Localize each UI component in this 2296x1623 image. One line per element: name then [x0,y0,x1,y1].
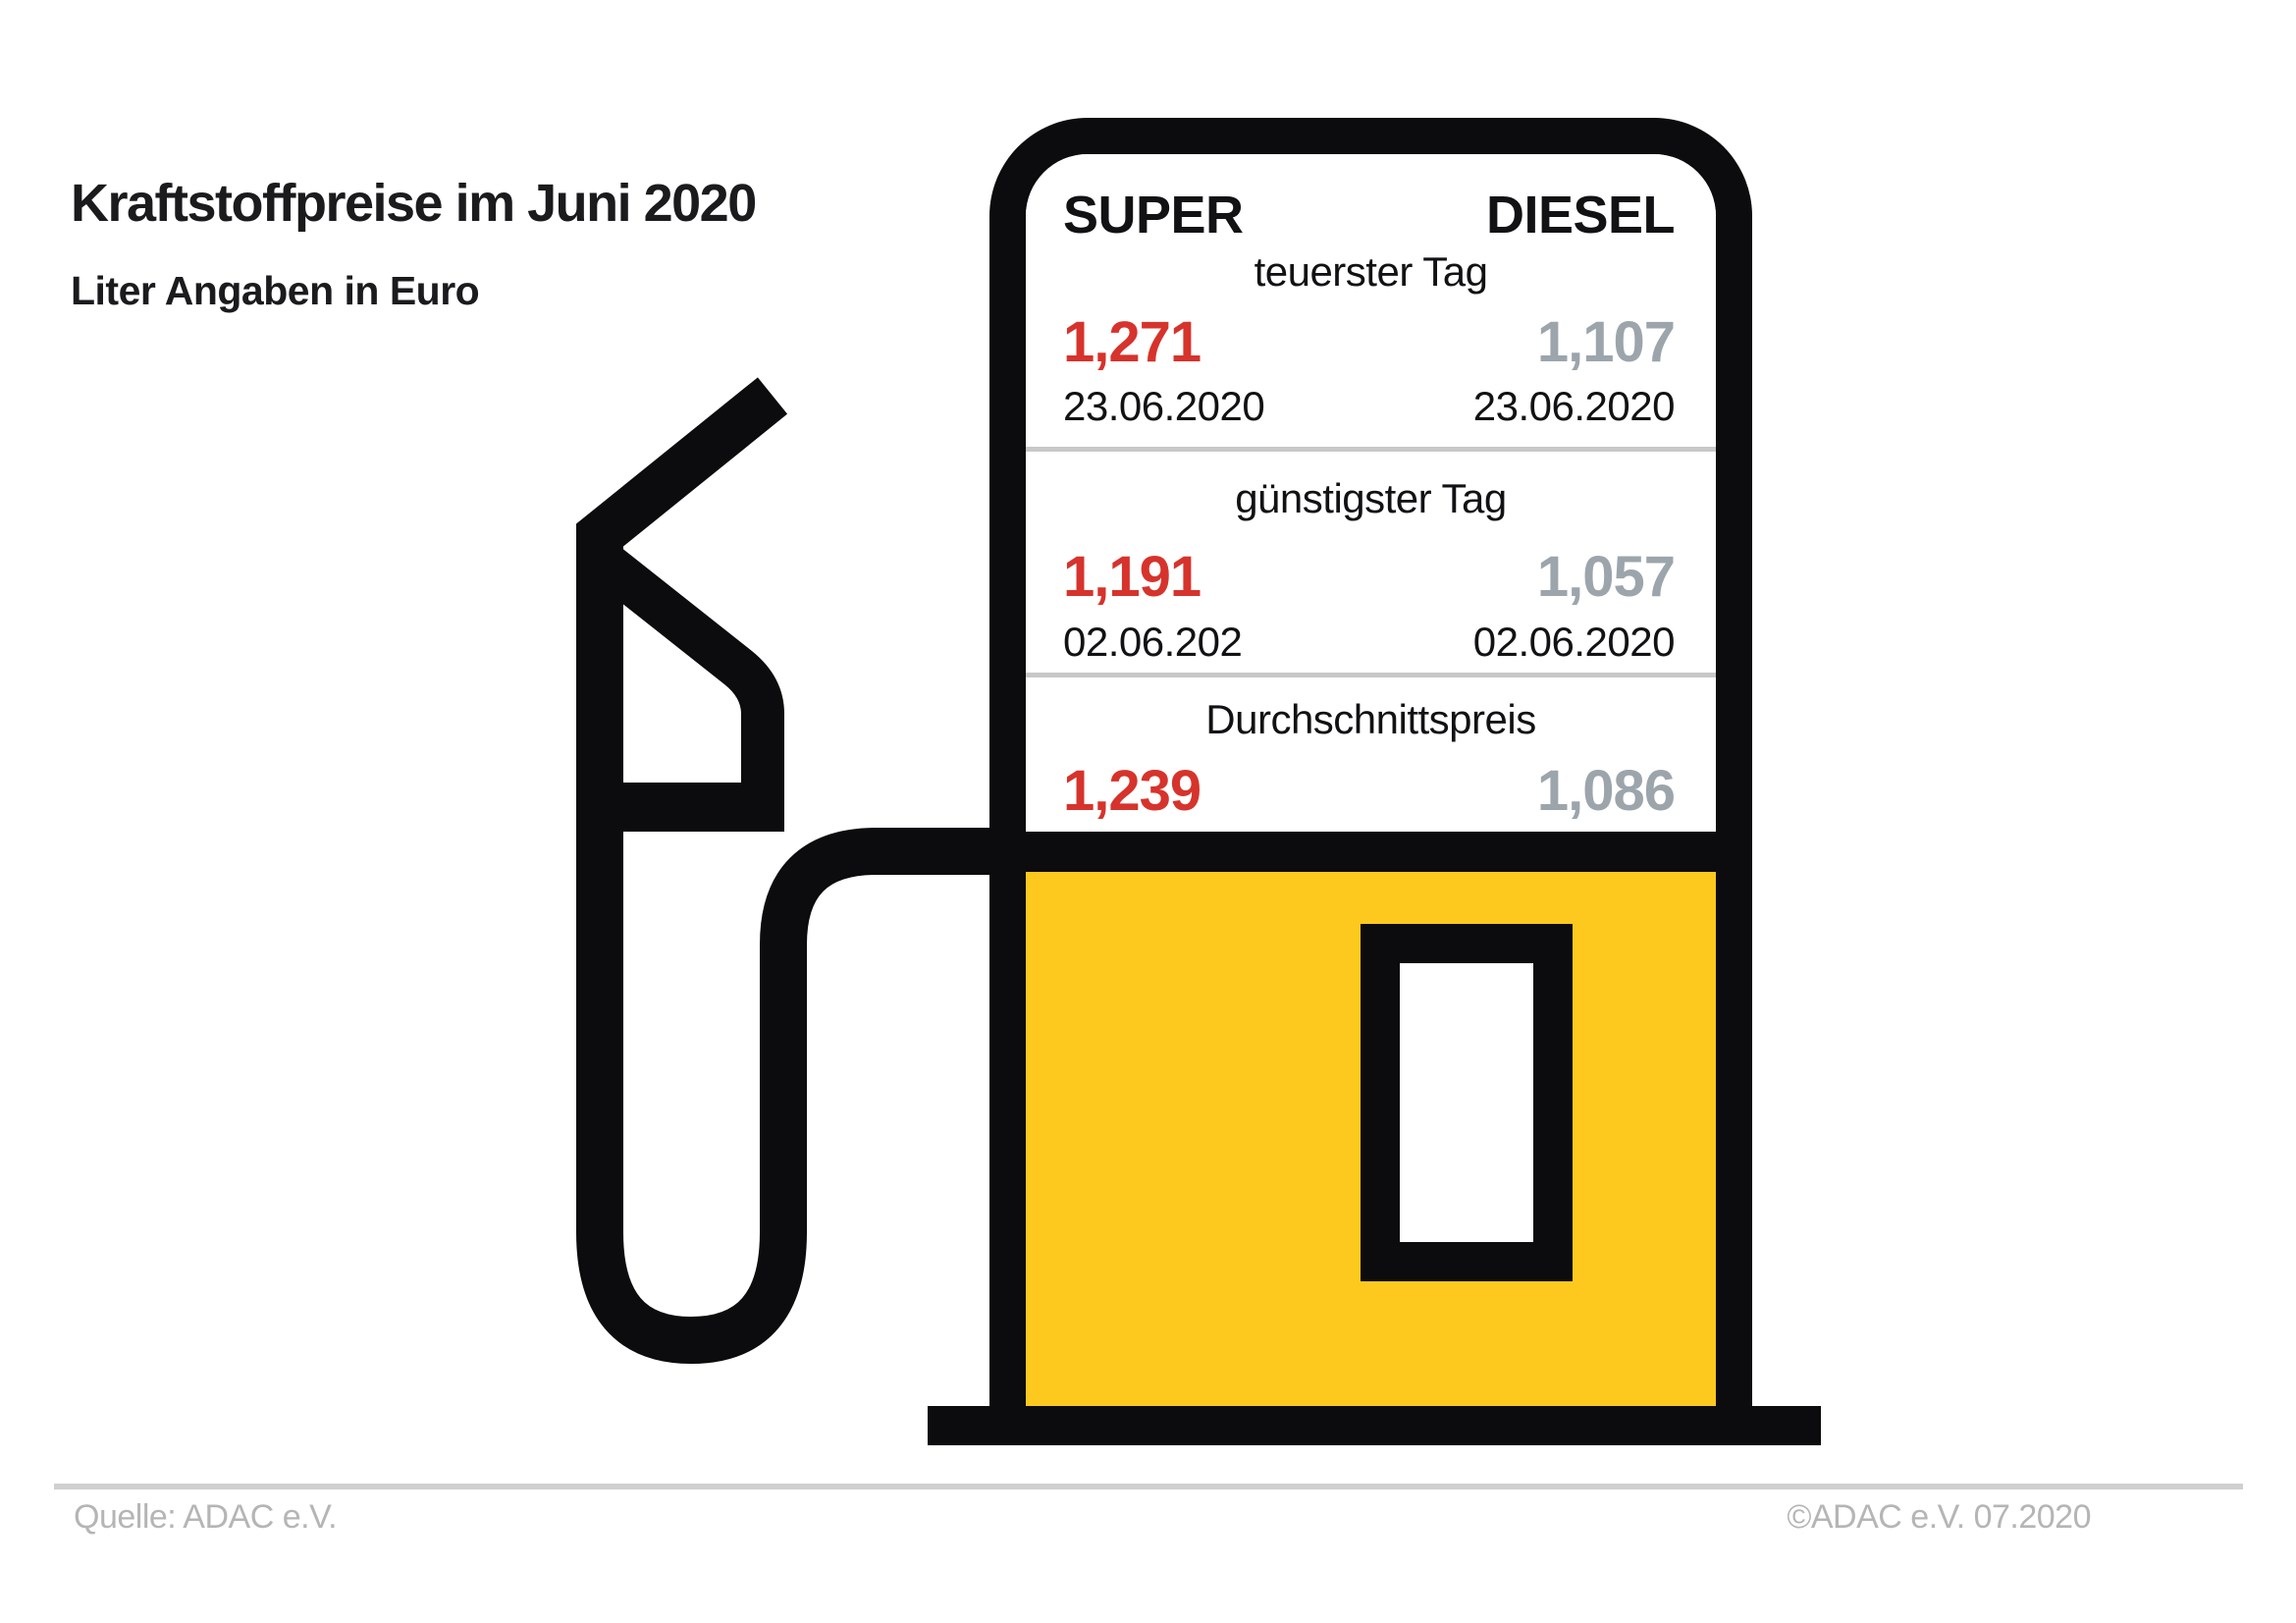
footer-divider [54,1484,2243,1489]
pump-base [928,1406,1821,1445]
pump-body: SUPER DIESEL teuerster Tag 1,271 1,107 2… [989,118,1752,1406]
nozzle-base-icon [576,783,784,832]
section-label-average: Durchschnittspreis [1205,696,1536,742]
column-header-diesel: DIESEL [1485,186,1676,244]
pump-tank-panel [1026,872,1716,1406]
column-header-super: SUPER [1063,186,1244,244]
super-price: 1,239 [1063,759,1201,823]
date-row: 23.06.2020 23.06.2020 [1063,383,1676,429]
super-price: 1,271 [1063,310,1201,374]
diesel-date: 02.06.2020 [1472,619,1676,665]
page-title: Kraftstoffpreise im Juni 2020 [71,174,757,233]
diesel-date: 23.06.2020 [1472,383,1676,429]
price-row: 1,271 1,107 [1063,310,1676,374]
diesel-price: 1,057 [1536,545,1676,609]
diesel-price: 1,086 [1536,759,1676,823]
section-label-cheapest: günstigster Tag [1235,475,1507,521]
display-divider [1026,673,1716,677]
super-price: 1,191 [1063,545,1201,609]
column-headers: SUPER DIESEL [1063,186,1676,244]
price-row: 1,191 1,057 [1063,545,1676,609]
footer-copyright: ©ADAC e.V. 07.2020 [1787,1498,2091,1536]
page-subtitle: Liter Angaben in Euro [71,268,480,313]
footer-source: Quelle: ADAC e.V. [74,1498,338,1536]
diesel-price: 1,107 [1536,310,1676,374]
nozzle-trigger-icon [588,542,784,805]
pump-window [1361,924,1573,1281]
price-row: 1,239 1,086 [1063,759,1676,823]
date-row: 02.06.202 02.06.2020 [1063,619,1676,665]
section-label-most-expensive: teuerster Tag [1254,248,1488,295]
display-divider [1026,447,1716,452]
fuel-hose-icon [576,377,1001,1365]
pump-display-frame-bar [1026,832,1716,872]
pump-price-display: SUPER DIESEL teuerster Tag 1,271 1,107 2… [1026,154,1716,832]
super-date: 23.06.2020 [1063,383,1265,429]
super-date: 02.06.202 [1063,619,1243,665]
